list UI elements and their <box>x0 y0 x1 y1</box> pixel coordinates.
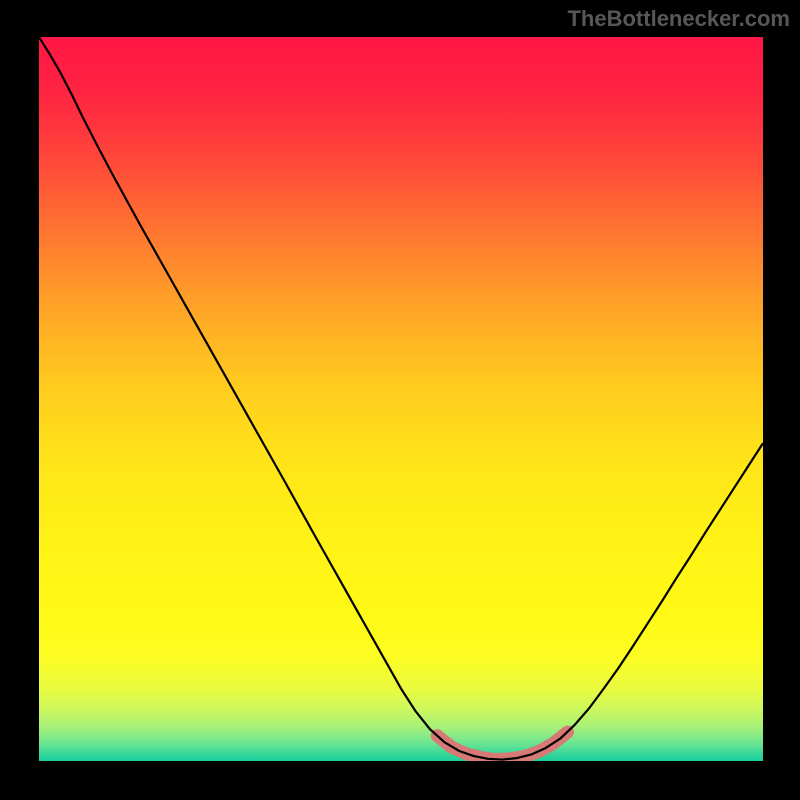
chart-canvas: TheBottlenecker.com <box>0 0 800 800</box>
bottleneck-chart <box>0 0 800 800</box>
watermark-text: TheBottlenecker.com <box>567 6 790 32</box>
gradient-background <box>39 37 763 761</box>
